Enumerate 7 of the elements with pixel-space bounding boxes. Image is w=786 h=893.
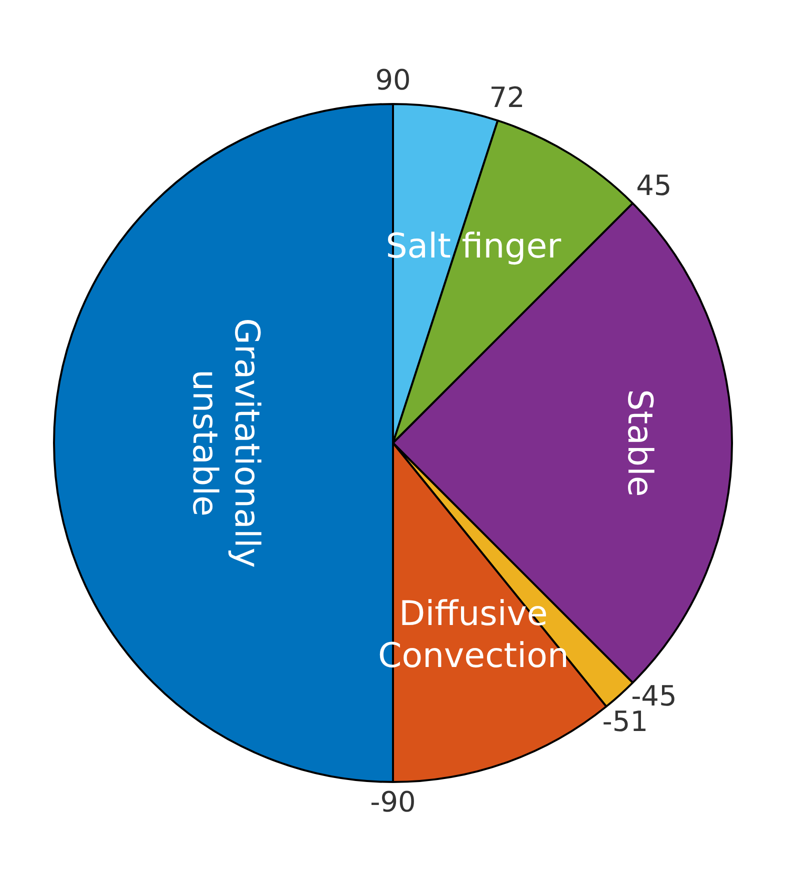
slice-label: Stable [619, 389, 660, 497]
text: -90 [370, 785, 416, 818]
text: 72 [489, 80, 525, 114]
text: 90 [375, 63, 411, 96]
text: -51 [602, 704, 648, 738]
slice-label: Gravitationally unstable [184, 318, 267, 568]
text: 45 [636, 169, 672, 202]
